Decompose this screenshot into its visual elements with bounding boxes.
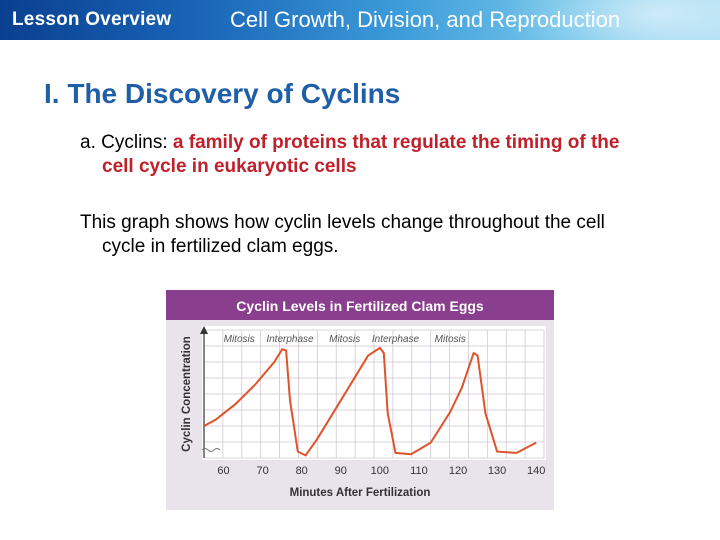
y-axis-label: Cyclin Concentration: [181, 336, 193, 452]
x-tick-label: 110: [410, 465, 428, 477]
phase-labels: Mitosis Interphase Mitosis Interphase Mitosi…: [224, 334, 466, 345]
phase-label: Mitosis: [224, 334, 255, 345]
y-axis-arrow: [200, 326, 208, 334]
x-tick-labels: 60 70 80 90 100 110 120 130 140: [217, 465, 545, 477]
phase-label: Mitosis: [329, 334, 360, 345]
x-tick-label: 90: [335, 465, 347, 477]
chart-title-bar: [166, 290, 554, 320]
x-tick-label: 100: [371, 465, 389, 477]
lesson-overview-label: Lesson Overview: [12, 9, 172, 30]
x-axis-label: Minutes After Fertilization: [290, 487, 431, 499]
cyclin-curve: [203, 346, 537, 457]
x-tick-label: 120: [449, 465, 467, 477]
x-tick-label: 60: [217, 465, 229, 477]
axis-break-mark: [201, 448, 221, 452]
cyclin-chart-svg: Cyclin Levels in Fertilized Clam Eggs Mi…: [166, 290, 554, 510]
header-bar: Lesson Overview Cell Growth, Division, a…: [0, 0, 720, 40]
phase-label: Mitosis: [435, 334, 466, 345]
bullet-b-line2: cycle in fertilized clam eggs.: [102, 236, 339, 257]
x-tick-label: 130: [488, 465, 506, 477]
bullet-a-prefix: a. Cyclins:: [80, 132, 173, 153]
slide-title: I. The Discovery of Cyclins: [44, 78, 401, 109]
bullet-a-highlight-line2: cell cycle in eukaryotic cells: [102, 156, 357, 177]
bullet-a-highlight-line1: a family of proteins that regulate the t…: [172, 132, 620, 153]
bullet-graph-description: This graph shows how cyclin levels chang…: [80, 211, 680, 259]
x-tick-label: 80: [296, 465, 308, 477]
x-tick-label: 70: [256, 465, 268, 477]
bullet-b-line1: This graph shows how cyclin levels chang…: [80, 212, 605, 233]
chart-axes: [200, 326, 221, 458]
phase-label: Interphase: [266, 334, 314, 345]
x-tick-label: 140: [527, 465, 545, 477]
chapter-title: Cell Growth, Division, and Reproduction: [230, 7, 621, 32]
phase-label: Interphase: [372, 334, 420, 345]
bullet-cyclins-definition: a. Cyclins: a family of proteins that re…: [80, 131, 680, 179]
chart-title: Cyclin Levels in Fertilized Clam Eggs: [236, 298, 484, 314]
header-glow-decoration: [500, 0, 720, 40]
cyclin-chart: Cyclin Levels in Fertilized Clam Eggs Mi…: [166, 290, 554, 510]
